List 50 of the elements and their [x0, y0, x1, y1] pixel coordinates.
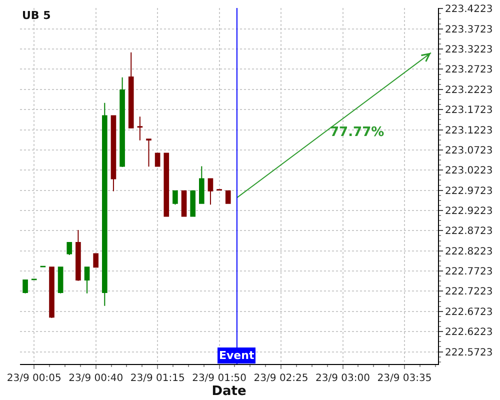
y-tick-label: 222.6723 — [445, 306, 493, 318]
candlestick — [172, 190, 178, 206]
candlestick — [58, 266, 64, 294]
candlestick — [137, 116, 143, 141]
candlestick — [208, 178, 214, 206]
candlestick — [154, 152, 160, 167]
y-tick-label: 222.9223 — [445, 206, 493, 217]
y-tick-label: 222.7223 — [445, 286, 493, 298]
y-tick-label: 222.7723 — [445, 266, 493, 278]
x-tick-label: 23/9 01:15 — [130, 373, 185, 384]
candlestick — [76, 230, 81, 282]
y-tick-label: 223.3723 — [445, 24, 493, 36]
y-tick-label: 223.2223 — [445, 84, 493, 96]
y-tick-label: 222.9723 — [445, 186, 493, 197]
candlestick — [49, 266, 54, 318]
candlestick — [128, 52, 134, 128]
y-tick-label: 223.2723 — [445, 64, 493, 76]
y-tick-label: 223.4223 — [445, 4, 493, 16]
x-axis-title: Date — [212, 384, 246, 399]
candlestick — [93, 253, 98, 268]
x-tick-label: 23/9 03:00 — [316, 373, 370, 384]
y-tick-label: 223.0723 — [445, 145, 493, 156]
y-tick-label: 222.8723 — [445, 226, 493, 238]
x-tick-label: 23/9 00:40 — [68, 373, 124, 384]
candlestick — [146, 138, 152, 168]
candlestick — [181, 190, 187, 218]
y-tick-label: 222.5723 — [445, 347, 493, 358]
candlestick — [22, 280, 28, 294]
y-tick-label: 223.3223 — [445, 44, 493, 56]
candlestick — [164, 152, 170, 217]
ref-line-label: Event — [219, 349, 254, 362]
y-tick-label: 222.8223 — [445, 246, 493, 258]
candlestick — [190, 190, 196, 218]
candlestick — [84, 266, 90, 294]
candlestick — [120, 76, 125, 168]
candlestick — [66, 242, 72, 256]
y-tick-label: 223.0223 — [445, 166, 493, 177]
x-tick-label: 23/9 01:50 — [192, 373, 247, 384]
y-tick-label: 223.1723 — [445, 105, 493, 116]
candlestick — [225, 190, 231, 204]
x-tick-label: 23/9 02:25 — [254, 373, 308, 384]
chart-title: UB 5 — [22, 8, 51, 22]
y-tick-label: 223.1223 — [445, 125, 493, 136]
candlestick — [110, 115, 116, 192]
x-tick-label: 23/9 03:35 — [377, 373, 432, 384]
annotation: 77.77% — [330, 125, 384, 140]
candlestick — [102, 102, 108, 306]
x-tick-label: 23/9 00:05 — [6, 373, 62, 384]
candlestick — [199, 166, 204, 204]
y-tick-label: 222.6223 — [445, 327, 493, 338]
